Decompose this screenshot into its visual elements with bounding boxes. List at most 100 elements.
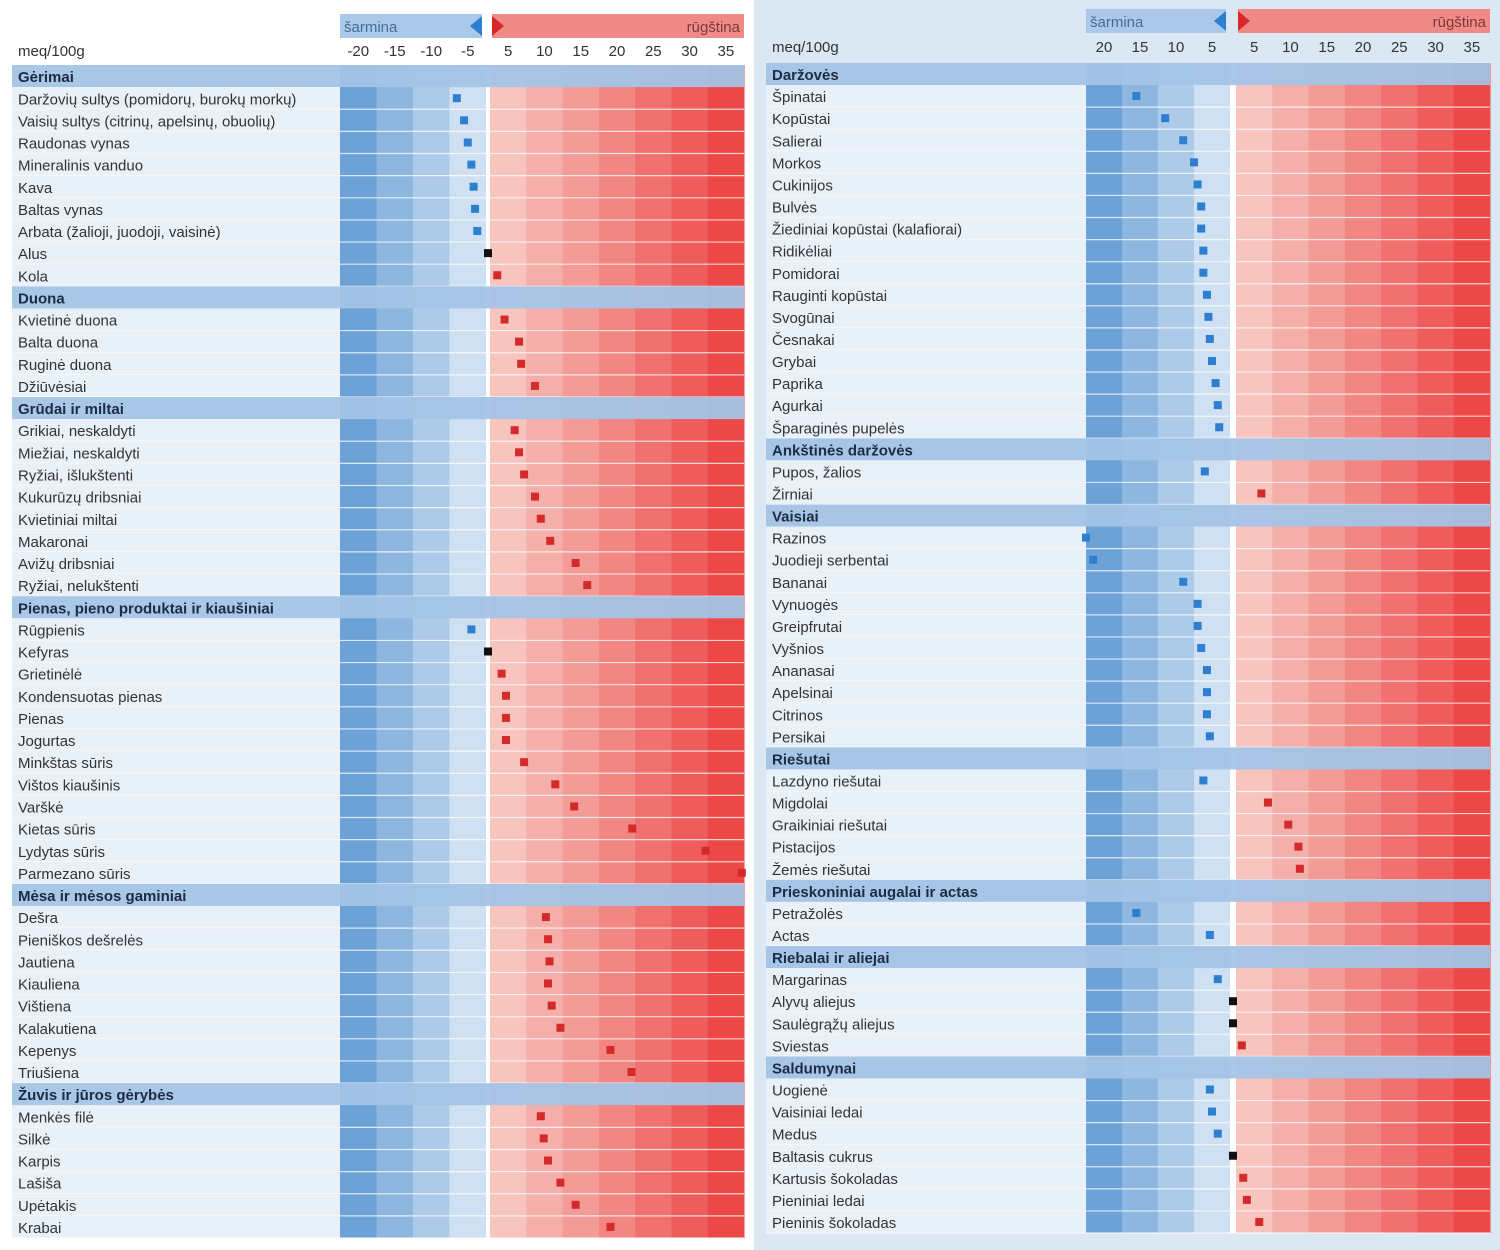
right-row-label-morkos: Morkos [772, 155, 821, 172]
right-tick-label: 5 [1250, 39, 1258, 56]
left-marker-kepenys [606, 1045, 615, 1054]
right-row-label-bg [766, 769, 1086, 792]
right-row-label-bg [766, 349, 1086, 373]
right-neutral-band [1230, 63, 1236, 1233]
left-row-label-bg [12, 994, 340, 1017]
left-row-label-bg [12, 950, 340, 973]
right-row-label-bg [766, 217, 1086, 240]
left-alkaline-label: šarmina [344, 19, 398, 36]
left-row-label-krabai: Krabai [18, 1220, 61, 1237]
left-row-label-makaronai: Makaronai [18, 534, 88, 551]
left-marker-grikiai-neskaldyti [510, 426, 519, 435]
right-marker-svogunai [1204, 312, 1213, 321]
left-row-label-bg [12, 242, 340, 265]
left-group-header-bar [12, 65, 744, 88]
left-row-label-vaisiu-sultys-citrinu-apelsinu-obuoliu: Vaisių sultys (citrinų, apelsinų, obuoli… [18, 113, 275, 130]
left-row-label-minkstas-suris: Minkštas sūris [18, 755, 113, 772]
right-row-label-bg [766, 614, 1086, 637]
left-row-label-grietinele: Grietinėlė [18, 667, 82, 684]
left-acidic-band [598, 65, 636, 1238]
right-row-label-bg [766, 1078, 1086, 1101]
right-row-label-zemes-riesutai: Žemės riešutai [772, 862, 870, 879]
right-row-label-bg [766, 129, 1086, 152]
left-row-label-bg [12, 197, 340, 220]
right-marker-ridikeliai [1199, 246, 1208, 255]
right-marker-vaisiniai-ledai [1208, 1107, 1216, 1116]
left-row-label-bg [12, 1105, 340, 1128]
right-acidic-band [1381, 63, 1418, 1233]
right-row-label-salierai: Salierai [772, 133, 822, 150]
left-acidic-band [526, 65, 564, 1238]
left-row-label-kiauliena: Kiauliena [18, 977, 80, 994]
left-row-label-vistiena: Vištiena [18, 999, 72, 1016]
left-row-label-bg [12, 728, 340, 752]
left-alkaline-arrow-icon [470, 16, 482, 36]
right-marker-agurkai [1213, 401, 1222, 410]
left-row-label-balta-duona: Balta duona [18, 335, 99, 352]
left-marker-kukuruzu-dribsniai [530, 492, 539, 501]
right-marker-uogiene [1205, 1085, 1214, 1094]
left-row-label-bg [12, 419, 340, 442]
right-tick-label: 10 [1282, 39, 1299, 56]
right-row-label-actas: Actas [772, 928, 810, 945]
right-marker-citrinos [1202, 710, 1211, 719]
left-row-label-kietas-suris: Kietas sūris [18, 822, 96, 839]
left-marker-kalakutiena [556, 1023, 565, 1032]
right-tick-label: 15 [1132, 39, 1149, 56]
left-acidic-header-bar [492, 14, 744, 38]
right-row-label-bg [766, 1210, 1086, 1233]
left-row-label-vistos-kiausinis: Vištos kiaušinis [18, 777, 120, 794]
right-marker-alyvu-aliejus [1229, 997, 1237, 1006]
left-marker-jautiena [545, 957, 554, 966]
left-marker-dziuvesiai [530, 381, 539, 390]
right-alkaline-band [1158, 63, 1195, 1233]
left-row-label-kepenys: Kepenys [18, 1043, 76, 1060]
left-marker-upetakis [571, 1200, 580, 1209]
right-group-header-bar [766, 879, 1490, 902]
left-row-label-bg [12, 330, 340, 353]
right-row-label-bg [766, 681, 1086, 704]
right-group-header-bar [766, 946, 1490, 969]
right-acidic-band [1453, 63, 1491, 1233]
left-acid-base-chart: šarmina rūgština meq/100g -20 -15 -10 -5 5 10 15 2… [12, 14, 746, 1239]
right-marker-kartusis-sokoladas [1239, 1173, 1248, 1182]
right-row-label-bg [766, 901, 1086, 924]
right-row-label-bg [766, 813, 1086, 836]
left-marker-krabai [606, 1222, 615, 1231]
right-marker-pistacijos [1294, 842, 1303, 851]
left-alkaline-band [449, 65, 487, 1238]
left-tick-label: 15 [572, 43, 589, 60]
right-marker-pomidorai [1199, 268, 1208, 277]
left-row-label-bg [12, 441, 340, 464]
left-row-label-kvietiniai-miltai: Kvietiniai miltai [18, 512, 117, 529]
right-marker-cukinijos [1193, 180, 1202, 189]
right-acidic-band [1308, 63, 1346, 1233]
left-row-label-bg [12, 574, 340, 597]
left-row-label-mineralinis-vanduo: Mineralinis vanduo [18, 158, 143, 175]
right-row-label-bg [766, 1012, 1086, 1035]
left-marker-grietinele [497, 669, 506, 678]
right-marker-margarinas [1213, 975, 1222, 984]
left-row-label-lasisa: Lašiša [18, 1176, 62, 1193]
right-row-label-pupos-zalios: Pupos, žalios [772, 464, 861, 481]
right-group-header-bar [766, 1056, 1490, 1079]
right-marker-zemes-riesutai [1295, 864, 1304, 873]
left-row-label-silke: Silkė [18, 1131, 51, 1148]
left-marker-avizu-dribsniai [571, 558, 580, 567]
right-row-label-zirniai: Žirniai [772, 487, 813, 504]
left-row-label-bg [12, 773, 340, 796]
left-group-header-bar [12, 883, 744, 907]
right-row-label-bg [766, 195, 1086, 218]
left-group-header-bar [12, 596, 744, 619]
left-row-label-desra: Dešra [18, 910, 59, 927]
right-row-label-bg [766, 1144, 1086, 1167]
right-row-label-bg [766, 1188, 1086, 1211]
right-marker-baltasis-cukrus [1229, 1151, 1237, 1160]
left-row-label-lydytas-suris: Lydytas sūris [18, 844, 105, 861]
left-row-label-alus: Alus [18, 246, 47, 263]
right-group-header-bar [766, 438, 1490, 461]
right-group-header-riesutai: Riešutai [772, 751, 830, 768]
right-row-label-saulegrazu-aliejus: Saulėgrąžų aliejus [772, 1016, 895, 1033]
right-row-label-bg [766, 85, 1086, 108]
left-row-label-arbata-zalioji-juodoji-vaisine: Arbata (žalioji, juodoji, vaisinė) [18, 224, 221, 241]
